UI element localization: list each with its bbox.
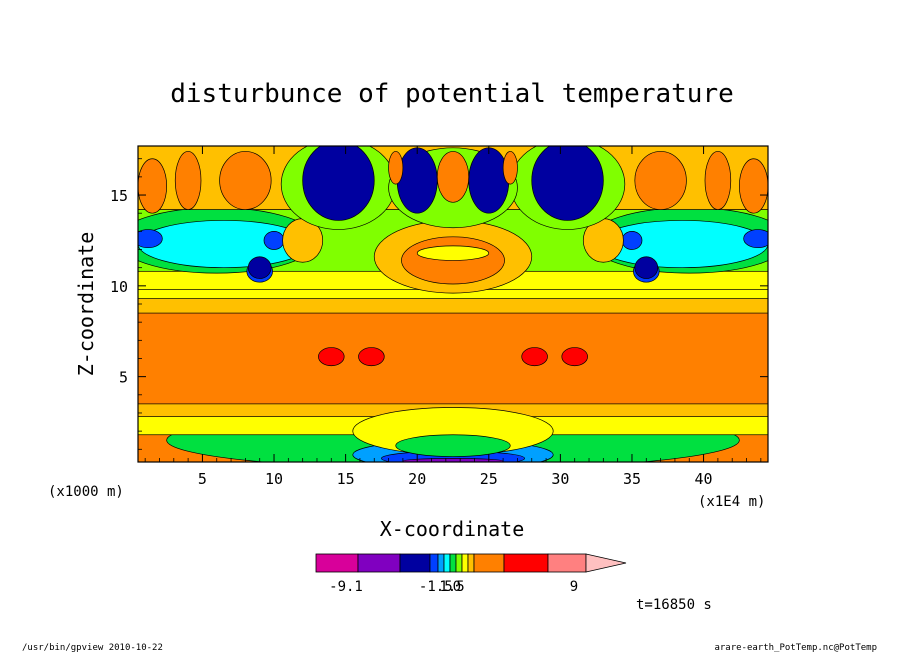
x-tick-label: 10 bbox=[265, 470, 283, 488]
contour-region bbox=[739, 158, 768, 214]
colorbar-tick-labels: -9.1 -1.501.5 9 bbox=[329, 579, 578, 595]
colorbar bbox=[315, 553, 627, 573]
colorbar-segment bbox=[429, 553, 439, 573]
contour-region bbox=[416, 245, 490, 261]
contour-region bbox=[247, 256, 272, 279]
contour-region bbox=[358, 347, 385, 367]
contour-region bbox=[743, 229, 768, 249]
colorbar-segment bbox=[437, 553, 445, 573]
colorbar-tick-label: 9 bbox=[570, 579, 578, 595]
y-tick-label: 10 bbox=[110, 278, 128, 296]
x-axis: 5 10 15 20 25 30 35 40 bbox=[144, 146, 762, 488]
colorbar-segment bbox=[455, 553, 463, 573]
contour-region bbox=[634, 151, 687, 210]
x-tick-label: 5 bbox=[198, 470, 207, 488]
colorbar-segment bbox=[467, 553, 475, 573]
contour-region bbox=[138, 158, 167, 214]
contour-region bbox=[263, 231, 285, 250]
y-tick-label: 15 bbox=[110, 187, 128, 205]
contour-region bbox=[436, 151, 470, 203]
contour-region bbox=[634, 256, 659, 279]
footer-right: arare-earth_PotTemp.nc@PotTemp bbox=[714, 643, 877, 653]
contour-region bbox=[531, 146, 604, 221]
contour-region bbox=[138, 229, 163, 249]
colorbar-segment bbox=[473, 553, 505, 573]
colorbar-tick-label: -9.1 bbox=[329, 579, 363, 595]
x-unit-right: (x1E4 m) bbox=[698, 494, 765, 510]
footer-left: /usr/bin/gpview 2010-10-22 bbox=[22, 643, 163, 653]
colorbar-tick-label: 1.5 bbox=[439, 579, 464, 595]
contour-fill-regions bbox=[138, 146, 768, 462]
contour-region bbox=[138, 312, 768, 405]
y-tick-label: 5 bbox=[119, 369, 128, 387]
y-axis: 5 10 15 bbox=[110, 158, 768, 450]
contour-region bbox=[621, 231, 643, 250]
chart-title: disturbunce of potential temperature bbox=[170, 79, 734, 109]
x-tick-label: 25 bbox=[480, 470, 498, 488]
contour-region bbox=[318, 347, 345, 367]
contour-region bbox=[395, 434, 511, 457]
contour-region bbox=[468, 147, 510, 214]
contour-region bbox=[388, 151, 404, 185]
colorbar-tick-label: -1.50 bbox=[419, 579, 461, 595]
contour-region bbox=[174, 151, 202, 210]
colorbar-extend-arrow bbox=[585, 553, 627, 573]
x-axis-label: X-coordinate bbox=[380, 517, 525, 541]
contour-region bbox=[502, 151, 518, 185]
x-tick-label: 35 bbox=[623, 470, 641, 488]
x-tick-label: 20 bbox=[408, 470, 426, 488]
x-tick-label: 30 bbox=[551, 470, 569, 488]
contour-region bbox=[396, 147, 438, 214]
contour-region bbox=[402, 458, 504, 462]
time-label: t=16850 s bbox=[636, 597, 712, 613]
contour-region bbox=[219, 151, 272, 210]
contour-region bbox=[561, 347, 588, 367]
x-tick-label: 40 bbox=[695, 470, 713, 488]
x-unit-left: (x1000 m) bbox=[48, 484, 124, 500]
colorbar-segment bbox=[461, 553, 469, 573]
colorbar-segment bbox=[547, 553, 587, 573]
colorbar-segment bbox=[399, 553, 431, 573]
contour-region bbox=[521, 347, 548, 367]
colorbar-segment bbox=[449, 553, 457, 573]
y-axis-label: Z-coordinate bbox=[74, 232, 98, 377]
colorbar-segment bbox=[443, 553, 451, 573]
x-tick-label: 15 bbox=[337, 470, 355, 488]
colorbar-segment bbox=[503, 553, 549, 573]
colorbar-segment bbox=[315, 553, 359, 573]
colorbar-segment bbox=[357, 553, 401, 573]
contour-region bbox=[302, 146, 375, 221]
contour-region bbox=[704, 151, 732, 210]
